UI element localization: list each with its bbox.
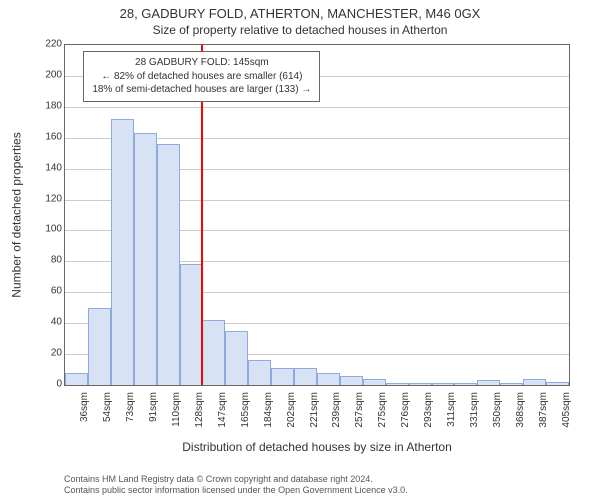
y-tick-label: 180 bbox=[38, 100, 62, 111]
bar-wrap bbox=[317, 373, 340, 385]
x-tick-label: 311sqm bbox=[446, 392, 457, 427]
bar bbox=[386, 383, 409, 385]
x-tick-label: 128sqm bbox=[194, 392, 205, 428]
footer-line-1: Contains HM Land Registry data © Crown c… bbox=[64, 474, 570, 485]
x-tick-label: 239sqm bbox=[331, 392, 342, 428]
x-tick-label: 350sqm bbox=[492, 392, 503, 428]
bar-wrap bbox=[65, 373, 88, 385]
bar-wrap bbox=[88, 308, 111, 385]
bar-wrap bbox=[500, 383, 523, 385]
y-tick-label: 40 bbox=[38, 317, 62, 328]
bar-wrap bbox=[134, 133, 157, 385]
y-axis-label-wrap: Number of detached properties bbox=[8, 44, 26, 386]
bar bbox=[432, 383, 455, 385]
bar bbox=[477, 380, 500, 385]
x-tick-label: 257sqm bbox=[354, 392, 365, 428]
x-tick-label: 165sqm bbox=[240, 392, 251, 428]
bar bbox=[134, 133, 157, 385]
bar-wrap bbox=[271, 368, 294, 385]
bar bbox=[65, 373, 88, 385]
x-tick-label: 73sqm bbox=[125, 392, 136, 422]
y-tick-label: 120 bbox=[38, 193, 62, 204]
x-axis-label: Distribution of detached houses by size … bbox=[64, 440, 570, 454]
title-main: 28, GADBURY FOLD, ATHERTON, MANCHESTER, … bbox=[0, 6, 600, 21]
bar bbox=[546, 382, 569, 385]
bar-wrap bbox=[340, 376, 363, 385]
bar-wrap bbox=[523, 379, 546, 385]
bar bbox=[180, 264, 203, 385]
x-tick-label: 331sqm bbox=[469, 392, 480, 428]
bar-wrap bbox=[546, 382, 569, 385]
y-tick-label: 20 bbox=[38, 348, 62, 359]
y-tick-label: 200 bbox=[38, 69, 62, 80]
infobox-line-2: ← 82% of detached houses are smaller (61… bbox=[92, 70, 311, 84]
bar bbox=[294, 368, 317, 385]
bar bbox=[500, 383, 523, 385]
x-tick-label: 405sqm bbox=[561, 392, 572, 428]
bar bbox=[454, 383, 477, 385]
bar-wrap bbox=[409, 383, 432, 385]
bar bbox=[523, 379, 546, 385]
y-tick-label: 220 bbox=[38, 39, 62, 50]
plot-area: 28 GADBURY FOLD: 145sqm ← 82% of detache… bbox=[64, 44, 570, 386]
bar bbox=[157, 144, 180, 385]
x-tick-label: 387sqm bbox=[538, 392, 549, 428]
x-tick-label: 184sqm bbox=[263, 392, 274, 428]
bar-wrap bbox=[111, 119, 134, 385]
y-axis-label: Number of detached properties bbox=[10, 132, 24, 297]
bar-wrap bbox=[432, 383, 455, 385]
x-tick-label: 276sqm bbox=[400, 392, 411, 428]
y-tick-label: 80 bbox=[38, 255, 62, 266]
bar bbox=[88, 308, 111, 385]
y-tick-label: 100 bbox=[38, 224, 62, 235]
bar-wrap bbox=[454, 383, 477, 385]
bar-wrap bbox=[248, 360, 271, 385]
x-tick-label: 54sqm bbox=[102, 392, 113, 422]
bar bbox=[111, 119, 134, 385]
bar bbox=[248, 360, 271, 385]
y-tick-label: 60 bbox=[38, 286, 62, 297]
y-tick-label: 0 bbox=[38, 379, 62, 390]
bar-wrap bbox=[157, 144, 180, 385]
y-ticks: 020406080100120140160180200220 bbox=[38, 44, 62, 386]
bar-wrap bbox=[225, 331, 248, 385]
x-tick-label: 110sqm bbox=[171, 392, 182, 427]
x-ticks: 36sqm 54sqm 73sqm 91sqm 110sqm 128sqm 147sqm 16… bbox=[64, 386, 570, 442]
y-tick-label: 140 bbox=[38, 162, 62, 173]
chart-frame: 28, GADBURY FOLD, ATHERTON, MANCHESTER, … bbox=[0, 0, 600, 500]
title-sub: Size of property relative to detached ho… bbox=[0, 23, 600, 37]
bar bbox=[363, 379, 386, 385]
infobox-line-1: 28 GADBURY FOLD: 145sqm bbox=[92, 56, 311, 70]
x-tick-label: 147sqm bbox=[217, 392, 228, 428]
footer: Contains HM Land Registry data © Crown c… bbox=[64, 474, 570, 497]
x-tick-label: 221sqm bbox=[309, 392, 320, 428]
bar-wrap bbox=[386, 383, 409, 385]
bar bbox=[271, 368, 294, 385]
bar bbox=[409, 383, 432, 385]
infobox: 28 GADBURY FOLD: 145sqm ← 82% of detache… bbox=[83, 51, 320, 102]
y-tick-label: 160 bbox=[38, 131, 62, 142]
bar-wrap bbox=[180, 264, 203, 385]
x-tick-label: 36sqm bbox=[79, 392, 90, 422]
bar-wrap bbox=[202, 320, 225, 385]
bar bbox=[340, 376, 363, 385]
bar-wrap bbox=[294, 368, 317, 385]
bar-wrap bbox=[363, 379, 386, 385]
bar bbox=[225, 331, 248, 385]
footer-line-2: Contains public sector information licen… bbox=[64, 485, 570, 496]
x-tick-label: 91sqm bbox=[148, 392, 159, 422]
bar-wrap bbox=[477, 380, 500, 385]
x-tick-label: 293sqm bbox=[423, 392, 434, 428]
bar bbox=[202, 320, 225, 385]
infobox-line-3: 18% of semi-detached houses are larger (… bbox=[92, 83, 311, 97]
bar bbox=[317, 373, 340, 385]
titles: 28, GADBURY FOLD, ATHERTON, MANCHESTER, … bbox=[0, 0, 600, 37]
x-tick-label: 368sqm bbox=[515, 392, 526, 428]
x-tick-label: 275sqm bbox=[377, 392, 388, 428]
x-tick-label: 202sqm bbox=[286, 392, 297, 428]
